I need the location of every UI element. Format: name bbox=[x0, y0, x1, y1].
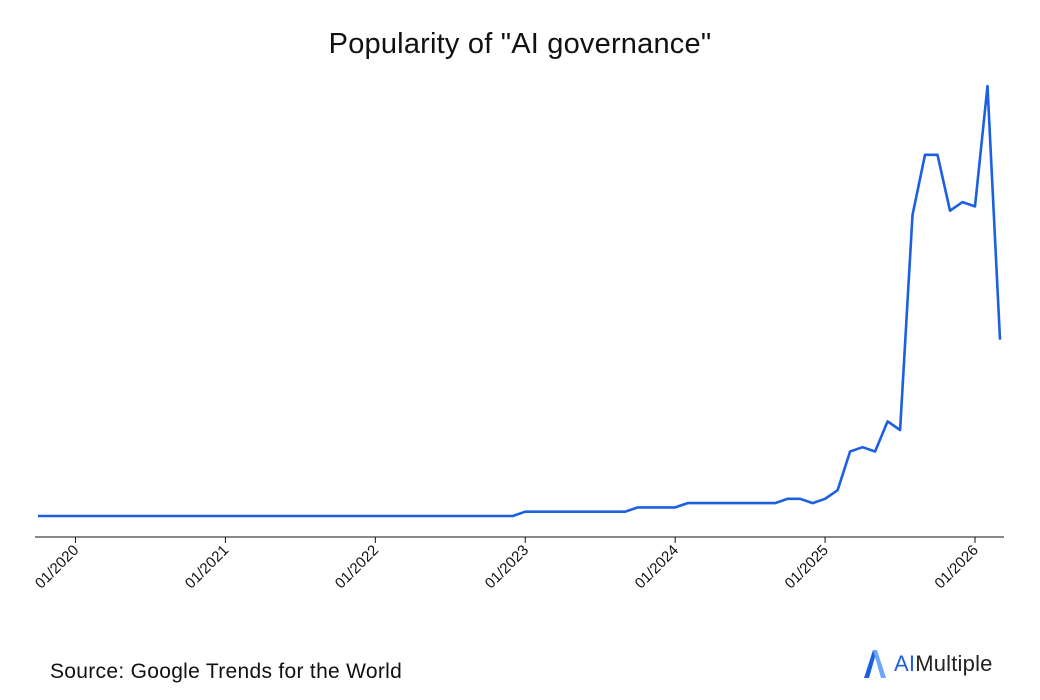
aimultiple-logo-icon bbox=[864, 650, 886, 678]
chart-title: Popularity of "AI governance" bbox=[328, 28, 712, 60]
x-tick-label: 01/2023 bbox=[482, 542, 532, 592]
x-axis-ticks: 01/2020 01/2021 01/2022 01/2023 01/2024 01/20… bbox=[32, 537, 982, 592]
x-tick-label: 01/2025 bbox=[782, 542, 832, 592]
x-tick-label: 01/2026 bbox=[931, 542, 981, 592]
brand-logo-wordmark: AIMultiple bbox=[862, 648, 993, 680]
brand-text-ai: AI bbox=[894, 651, 916, 676]
x-tick-label: 01/2024 bbox=[632, 542, 682, 592]
x-tick-label: 01/2022 bbox=[332, 542, 382, 592]
source-note: Source: Google Trends for the World bbox=[50, 660, 403, 683]
brand-text: AIMultiple bbox=[894, 651, 993, 677]
brand-text-multiple: Multiple bbox=[915, 651, 993, 676]
x-tick-label: 01/2021 bbox=[182, 542, 232, 592]
line-chart: 01/2020 01/2021 01/2022 01/2023 01/2024 01/20… bbox=[32, 84, 1004, 592]
series-line bbox=[38, 84, 1002, 518]
x-tick-label: 01/2020 bbox=[32, 542, 82, 592]
